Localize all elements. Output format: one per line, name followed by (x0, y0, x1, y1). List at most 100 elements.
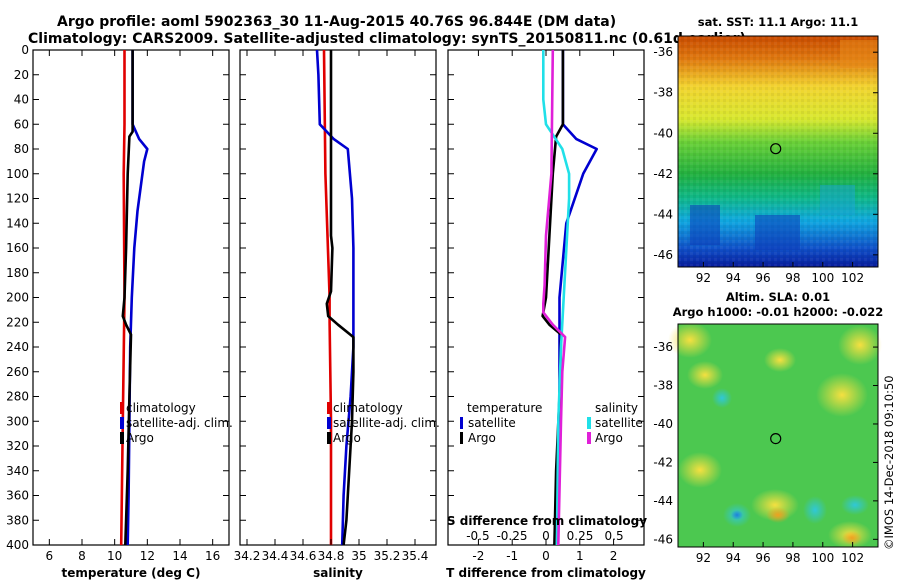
imos-credit: ©IMOS 14-Dec-2018 09:10:50 (882, 375, 896, 550)
sla-blob-3 (838, 325, 882, 365)
depth-tick-label: 180 (6, 266, 29, 280)
depth-tick-label: 380 (6, 513, 29, 527)
lon-tick-label: 100 (811, 271, 834, 285)
lat-tick-label: -42 (653, 455, 673, 469)
salinity-panel: 34.2 34.4 34.6 34.8 35 35.2 35.4 salinity clim… (234, 49, 440, 580)
sla-blob-5 (678, 452, 722, 488)
sla-blob-2 (687, 361, 723, 389)
lon-tick-label: 98 (785, 551, 800, 565)
depth-tick-label: 40 (14, 93, 29, 107)
lat-tick-label: -36 (653, 45, 673, 59)
legend-climatology-label-2: climatology (333, 401, 403, 415)
legend-argo-sal-label: Argo (595, 431, 623, 445)
x-tick-label: 35 (351, 549, 366, 563)
legend-satellite-swatch-2 (327, 417, 331, 429)
depth-tick-label: 340 (6, 464, 29, 478)
x-tick-label: 14 (172, 549, 187, 563)
s-difference-axis-title: S difference from climatology (447, 514, 647, 528)
salinity-x-label: salinity (313, 566, 363, 580)
lat-tick-label: -40 (653, 417, 673, 431)
legend-sat-temp-label: satellite (468, 416, 516, 430)
lon-tick-label: 92 (696, 271, 711, 285)
lat-tick-label: -44 (653, 494, 673, 508)
sst-lat-ticks: -36 -38 -40 -42 -44 -46 (653, 45, 878, 262)
lat-tick-label: -46 (653, 532, 673, 546)
legend-argo-label: Argo (126, 431, 154, 445)
x-tick-label: 6 (46, 549, 54, 563)
sla-blob-4 (816, 373, 868, 417)
depth-tick-label: 160 (6, 241, 29, 255)
sst-map-title: sat. SST: 11.1 Argo: 11.1 (698, 15, 858, 29)
figure-title-line-2: Climatology: CARS2009. Satellite-adjuste… (28, 31, 746, 47)
sla-blob-13 (712, 388, 732, 408)
sla-lat-ticks: -36 -38 -40 -42 -44 -46 (653, 340, 878, 546)
s-diff-tick-label: -0.5 (466, 529, 489, 543)
sst-cool-patch (820, 185, 855, 215)
lon-tick-label: 96 (755, 551, 770, 565)
figure-title-line-1: Argo profile: aoml 5902363_30 11-Aug-201… (57, 14, 616, 30)
depth-tick-label: 260 (6, 365, 29, 379)
sla-map-title: Altim. SLA: 0.01 (726, 290, 830, 304)
x-tick-label: 2 (610, 549, 618, 563)
s-diff-tick-label: 0.5 (605, 529, 624, 543)
legend-argo-label-2: Argo (333, 431, 361, 445)
depth-tick-label: 360 (6, 489, 29, 503)
lon-tick-label: 102 (841, 271, 864, 285)
temperature-panel: 6 8 10 12 14 16 0 20 40 60 80 100 120 140 160 180 200 22… (6, 43, 233, 580)
lat-tick-label: -44 (653, 207, 673, 221)
depth-tick-label: 80 (14, 142, 29, 156)
depth-y-ticks: 0 20 40 60 80 100 120 140 160 180 200 220 240 260 280 3… (6, 43, 229, 552)
sla-blob-9 (842, 531, 862, 545)
x-tick-label: 34.8 (318, 549, 345, 563)
depth-tick-label: 20 (14, 68, 29, 82)
lon-tick-label: 94 (726, 551, 741, 565)
salinity-plot-frame (239, 49, 437, 546)
x-tick-label: 35.2 (374, 549, 401, 563)
s-diff-tick-label: -0.25 (496, 529, 527, 543)
lat-tick-label: -46 (653, 248, 673, 262)
difference-series-group (541, 49, 599, 546)
legend-satellite-label: satellite-adj. clim. (126, 416, 233, 430)
s-difference-x-ticks: -0.5 -0.25 0 0.25 0.5 (466, 529, 623, 543)
sla-blob-7 (766, 507, 790, 523)
legend-argo-temp-label: Argo (468, 431, 496, 445)
series-line-argo-salinity (541, 49, 567, 546)
legend-satellite-swatch (120, 417, 124, 429)
x-tick-label: 10 (107, 549, 122, 563)
x-tick-label: 1 (576, 549, 584, 563)
legend-temperature-head: temperature (467, 401, 542, 415)
sst-cold-patch-2 (755, 215, 800, 250)
lon-tick-label: 100 (811, 551, 834, 565)
depth-tick-label: 0 (21, 43, 29, 57)
legend-climatology-swatch (120, 402, 124, 414)
salinity-x-ticks: 34.2 34.4 34.6 34.8 35 35.2 35.4 (234, 50, 428, 563)
x-tick-label: -1 (506, 549, 518, 563)
temperature-x-ticks: 6 8 10 12 14 16 (46, 50, 220, 563)
lat-tick-label: -38 (653, 379, 673, 393)
temperature-x-label: temperature (deg C) (62, 566, 201, 580)
sla-blob-12 (803, 496, 827, 524)
sla-blob-15 (764, 348, 796, 372)
depth-tick-label: 220 (6, 315, 29, 329)
legend-sat-sal-swatch (587, 417, 591, 429)
legend-climatology-label: climatology (126, 401, 196, 415)
x-tick-label: 34.4 (262, 549, 289, 563)
legend-salinity-head: salinity (595, 401, 638, 415)
depth-tick-label: 280 (6, 390, 29, 404)
sla-blob-11 (731, 510, 743, 520)
legend-argo-sal-swatch (587, 432, 591, 444)
lon-tick-label: 96 (755, 271, 770, 285)
legend-sat-sal-label: satellite (595, 416, 643, 430)
sst-map: sat. SST: 11.1 Argo: 11.1 92 94 96 98 100 102… (653, 15, 879, 285)
lon-tick-label: 102 (841, 551, 864, 565)
lat-tick-label: -40 (653, 126, 673, 140)
lon-tick-label: 98 (785, 271, 800, 285)
sst-lon-ticks: 92 94 96 98 100 102 (696, 262, 864, 285)
depth-tick-label: 320 (6, 439, 29, 453)
lon-tick-label: 94 (726, 271, 741, 285)
depth-tick-label: 300 (6, 414, 29, 428)
x-tick-label: -2 (472, 549, 484, 563)
series-line-argo (121, 50, 134, 546)
depth-tick-label: 200 (6, 291, 29, 305)
